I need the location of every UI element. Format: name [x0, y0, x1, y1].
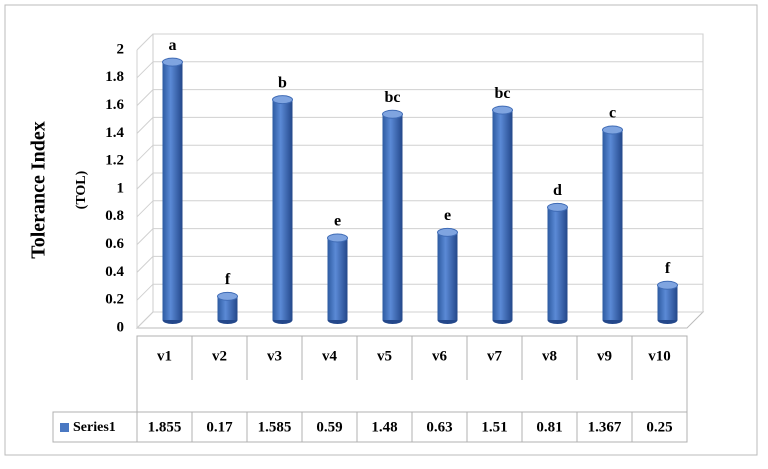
annotation: f: [225, 271, 231, 288]
x-tick-label: v8: [542, 348, 557, 364]
annotation: e: [334, 213, 341, 230]
table-value: 0.81: [536, 419, 562, 435]
grid-line-side: [136, 144, 154, 162]
grid-line-side: [136, 33, 154, 51]
bar: [437, 232, 458, 320]
y-tick-label: 1.2: [105, 153, 124, 169]
bar: [602, 129, 623, 320]
y-tick-label: 0.4: [105, 264, 124, 280]
x-tick-label: v1: [157, 348, 172, 364]
grid-line-side: [136, 89, 154, 106]
table-value: 1.367: [588, 419, 622, 435]
bar-cap: [272, 95, 293, 105]
grid-line-side: [136, 172, 154, 190]
y-axis-subtitle: (TOL): [74, 170, 89, 209]
grid-line-side: [136, 283, 154, 301]
bar: [657, 285, 678, 320]
legend-swatch: [60, 423, 69, 432]
x-tick-label: v2: [212, 348, 227, 364]
bar-cap: [547, 202, 568, 212]
y-tick-label: 1.6: [105, 97, 124, 113]
legend-label: Series1: [73, 420, 116, 435]
bar: [217, 296, 238, 320]
annotation: c: [609, 105, 616, 122]
annotation: e: [444, 207, 451, 224]
bar-cap: [437, 227, 458, 237]
y-tick-label: 0.2: [105, 292, 124, 308]
table-value: 0.25: [646, 419, 672, 435]
table-value: 0.63: [426, 419, 452, 435]
table-value: 1.585: [258, 419, 292, 435]
y-tick-label: 0: [117, 319, 125, 335]
grid-line-side: [136, 311, 154, 329]
bar: [162, 62, 183, 320]
x-tick-label: v4: [322, 348, 338, 364]
bar-cap: [602, 125, 623, 135]
bar-cap: [327, 233, 348, 243]
x-tick-label: v6: [432, 348, 448, 364]
bar-cap: [162, 57, 183, 67]
x-tick-label: v5: [377, 348, 392, 364]
grid-line-side: [136, 200, 154, 218]
y-tick-label: 2: [117, 41, 125, 57]
annotation: bc: [385, 89, 401, 106]
grid-line-side: [136, 256, 154, 273]
annotation: bc: [495, 85, 511, 102]
annotation: f: [665, 260, 671, 277]
annotation: b: [278, 74, 287, 91]
y-tick-label: 0.8: [105, 208, 124, 224]
bar-cap: [657, 280, 678, 290]
x-tick-label: v10: [648, 348, 671, 364]
table-value: 1.48: [371, 419, 397, 435]
table-value: 1.51: [481, 419, 507, 435]
grid-line-side: [136, 117, 154, 134]
annotation: a: [169, 37, 177, 54]
table-value: 0.17: [206, 419, 233, 435]
bar: [382, 114, 403, 320]
grid-line-side: [136, 228, 154, 245]
bar: [547, 207, 568, 320]
bar-cap: [382, 109, 403, 119]
y-tick-label: 1: [117, 180, 125, 196]
table-value: 1.855: [148, 419, 182, 435]
x-tick-label: v9: [597, 348, 612, 364]
legend-cell: [52, 411, 138, 443]
annotation: d: [553, 182, 562, 199]
grid-line-side: [136, 61, 154, 79]
y-tick-label: 1.4: [105, 125, 124, 141]
table-value: 0.59: [316, 419, 342, 435]
bar: [272, 99, 293, 320]
bar-cap: [492, 105, 513, 115]
bar-cap: [217, 291, 238, 301]
bar: [327, 237, 348, 320]
x-tick-label: v3: [267, 348, 282, 364]
bar: [492, 110, 513, 320]
x-tick-label: v7: [487, 348, 503, 364]
y-tick-label: 1.8: [105, 69, 124, 85]
y-axis-title: Tolerance Index: [28, 121, 50, 259]
y-tick-label: 0.6: [105, 236, 124, 252]
